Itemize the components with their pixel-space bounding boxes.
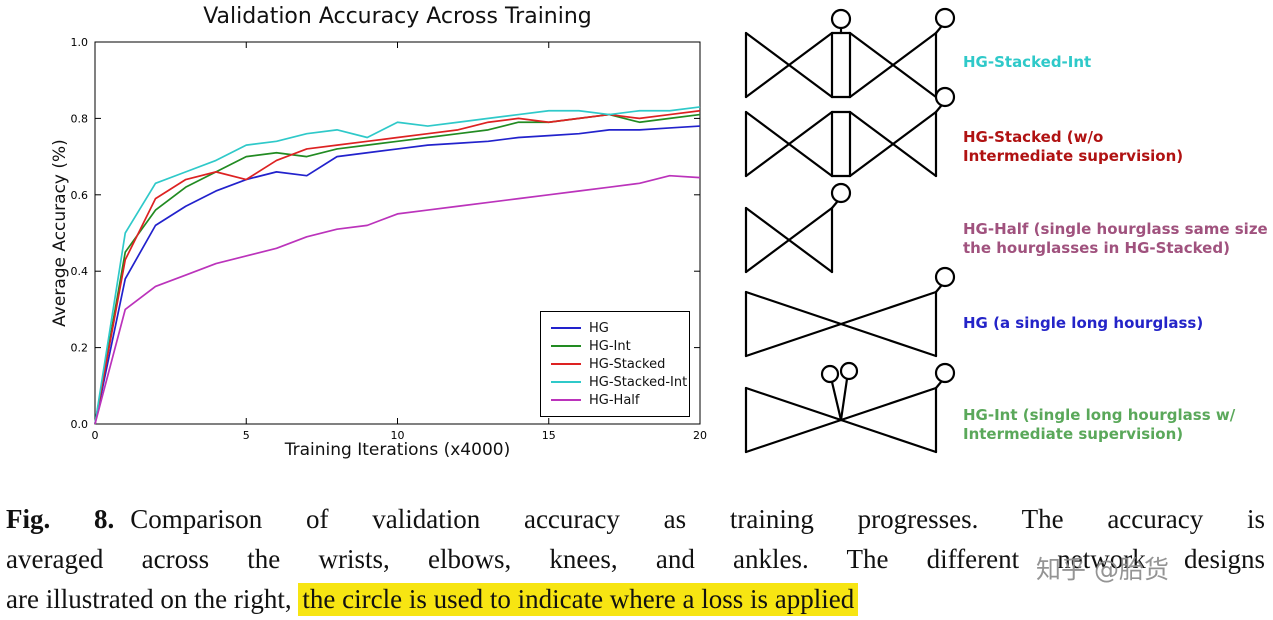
legend-label: HG-Stacked-Int	[589, 374, 688, 390]
hg-half-label: HG-Half (single hourglass same size the …	[963, 220, 1268, 258]
legend-line-swatch	[551, 327, 581, 329]
svg-text:0.4: 0.4	[71, 265, 89, 278]
loss-circle-icon	[820, 364, 840, 384]
legend-item: HG-Int	[551, 337, 689, 355]
label-line: Intermediate supervision)	[963, 147, 1184, 165]
legend-item: HG-Stacked	[551, 355, 689, 373]
svg-text:10: 10	[391, 429, 405, 442]
hg-label: HG (a single long hourglass)	[963, 314, 1203, 333]
plot-canvas: 0 5 10 15 20 0.0 0.2 0.4 0.6 0.8 1.0	[71, 36, 708, 442]
legend-label: HG-Stacked	[589, 356, 666, 372]
hg-stacked-int-label: HG-Stacked-Int	[963, 53, 1091, 72]
legend-item: HG-Stacked-Int	[551, 373, 689, 391]
caption-text: Comparison of validation accuracy as tra…	[130, 504, 1265, 534]
label-line: HG (a single long hourglass)	[963, 314, 1204, 332]
svg-text:0: 0	[92, 429, 99, 442]
chart-title: Validation Accuracy Across Training	[203, 4, 592, 29]
legend-label: HG-Int	[589, 338, 631, 354]
figure-caption: Fig. 8. Comparison of validation accuracy…	[6, 499, 1265, 619]
watermark: 知乎 @胎货	[1036, 555, 1169, 584]
legend-label: HG-Half	[589, 392, 640, 408]
svg-text:1.0: 1.0	[71, 36, 89, 49]
caption-line-1: Fig. 8. Comparison of validation accuracy…	[6, 499, 1265, 539]
label-line: HG-Int (single long hourglass w/	[963, 406, 1236, 424]
hg-stacked-label: HG-Stacked (w/o Intermediate supervision…	[963, 128, 1183, 166]
caption-text: are illustrated on the right,	[6, 584, 299, 614]
label-line: Intermediate supervision)	[963, 425, 1184, 443]
legend-line-swatch	[551, 345, 581, 347]
loss-circle-icon	[934, 7, 956, 29]
legend-line-swatch	[551, 399, 581, 401]
label-line: the hourglasses in HG-Stacked)	[963, 239, 1230, 257]
loss-circle-icon	[830, 182, 852, 204]
svg-text:0.2: 0.2	[71, 342, 89, 355]
loss-circle-icon	[934, 362, 956, 384]
legend-item: HG-Half	[551, 391, 689, 409]
label-line: HG-Half (single hourglass same size	[963, 220, 1268, 238]
caption-line-2: averaged across the wrists, elbows, knee…	[6, 544, 1265, 574]
hg-int-diagram	[744, 361, 956, 454]
x-axis-label: Training Iterations (x4000)	[284, 440, 511, 460]
highlighted-text: the circle is used to indicate where a l…	[298, 583, 859, 616]
svg-text:20: 20	[693, 429, 707, 442]
svg-text:0.0: 0.0	[71, 418, 89, 431]
hg-half-diagram	[744, 182, 852, 274]
caption-line-3: are illustrated on the right, the circle…	[6, 579, 1265, 619]
svg-text:0.8: 0.8	[71, 112, 89, 125]
hg-int-label: HG-Int (single long hourglass w/ Interme…	[963, 406, 1235, 444]
label-line: HG-Stacked (w/o	[963, 128, 1104, 146]
svg-text:0.6: 0.6	[71, 189, 89, 202]
legend-line-swatch	[551, 381, 581, 383]
loss-circle-icon	[830, 8, 852, 30]
loss-circle-icon	[839, 361, 859, 381]
svg-text:15: 15	[542, 429, 556, 442]
chart-legend: HG HG-Int HG-Stacked HG-Stacked-Int HG-Half	[540, 311, 690, 417]
hg-stacked-int-diagram	[744, 7, 956, 99]
legend-item: HG	[551, 319, 689, 337]
svg-text:5: 5	[243, 429, 250, 442]
hg-diagram	[744, 266, 956, 358]
loss-circle-icon	[934, 86, 956, 108]
legend-label: HG	[589, 320, 609, 336]
hg-stacked-diagram	[744, 86, 956, 178]
loss-circle-icon	[934, 266, 956, 288]
figure-number: Fig. 8.	[6, 504, 115, 534]
legend-line-swatch	[551, 363, 581, 365]
label-line: HG-Stacked-Int	[963, 53, 1092, 71]
